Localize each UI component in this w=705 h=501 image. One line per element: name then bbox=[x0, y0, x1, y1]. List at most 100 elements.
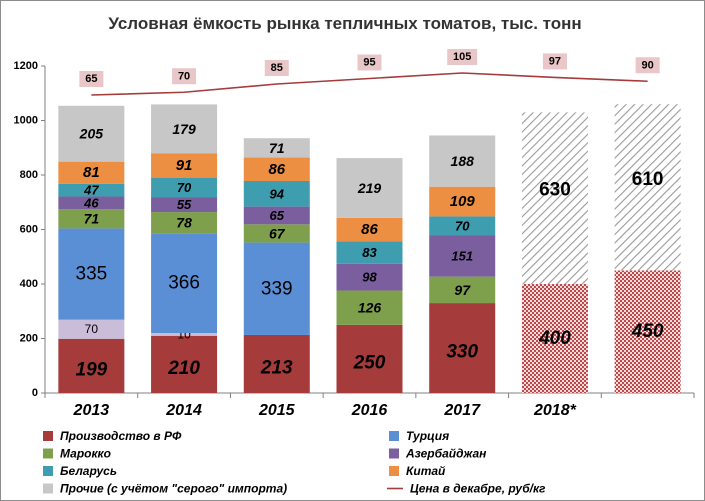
legend-label: Производство в РФ bbox=[60, 429, 182, 443]
bar-segment-ma bbox=[243, 224, 310, 243]
forecast-segment-other bbox=[614, 104, 681, 271]
data-label: 81 bbox=[83, 164, 100, 181]
price-label-box bbox=[357, 54, 382, 71]
y-tick-label: 600 bbox=[20, 224, 38, 236]
data-label: 219 bbox=[357, 180, 382, 196]
data-label: 199 bbox=[76, 359, 108, 380]
x-tick-label: 2017 bbox=[443, 402, 481, 419]
axes: 0 200 400 600 800 1000 1200 2013 2014 2015 2016 201… bbox=[14, 60, 695, 419]
bar-segment-by bbox=[58, 183, 125, 197]
y-tick-label: 800 bbox=[20, 169, 38, 181]
bar-segment-az bbox=[58, 196, 125, 210]
y-tick-label: 1000 bbox=[14, 115, 38, 127]
chart-title: Условная ёмкость рынка тепличных томатов… bbox=[108, 14, 581, 33]
y-tick-label: 200 bbox=[20, 333, 38, 345]
bar-segment-ot bbox=[336, 158, 403, 218]
legend-label: Беларусь bbox=[60, 464, 117, 478]
x-tick-label: 2014 bbox=[165, 402, 202, 419]
x-tick-label: 2018* bbox=[533, 402, 577, 419]
data-label: 46 bbox=[83, 195, 99, 210]
data-label: 70 bbox=[455, 218, 470, 233]
bar-segment-tr bbox=[58, 228, 125, 320]
bars: 1997033571464781205210103667855709117921… bbox=[58, 104, 681, 393]
bar-segment-by bbox=[336, 241, 403, 264]
y-tick-label: 1200 bbox=[14, 60, 38, 72]
bar-segment-ot bbox=[429, 135, 496, 187]
data-label: 450 bbox=[631, 321, 664, 342]
bar-segment-cn bbox=[243, 157, 310, 181]
data-label: 86 bbox=[268, 161, 285, 178]
legend-label: Прочие (с учётом "серого" импорта) bbox=[60, 482, 287, 496]
x-tick-label: 2013 bbox=[73, 402, 110, 419]
bar-segment-ma bbox=[151, 212, 218, 234]
price-label-box bbox=[635, 57, 660, 74]
data-label: 71 bbox=[84, 211, 100, 227]
bar-segment-rf bbox=[336, 324, 403, 393]
data-label: 83 bbox=[362, 245, 377, 260]
price-label-box bbox=[542, 53, 567, 70]
bar-segment-ot bbox=[151, 104, 218, 154]
data-label: 98 bbox=[362, 270, 377, 285]
bar-segment-az bbox=[151, 197, 218, 213]
bar-segment-cn bbox=[336, 217, 403, 242]
data-label: 210 bbox=[167, 358, 200, 379]
bar-segment-cn bbox=[429, 186, 496, 217]
forecast-segment-rf bbox=[521, 284, 588, 393]
data-label: 205 bbox=[79, 126, 104, 142]
data-label: 109 bbox=[450, 193, 476, 210]
legend-label: Турция bbox=[406, 429, 449, 443]
data-label: 47 bbox=[83, 183, 99, 198]
data-label: 188 bbox=[451, 153, 475, 169]
price-line-path bbox=[91, 72, 648, 96]
price-label-box bbox=[172, 68, 197, 85]
bar-segment-rf bbox=[58, 338, 125, 393]
y-tick-label: 400 bbox=[20, 278, 38, 290]
x-tick-label: 2016 bbox=[351, 402, 388, 419]
bar-segment-az bbox=[243, 206, 310, 225]
bar-segment-extra bbox=[151, 333, 218, 336]
y-tick-label: 0 bbox=[32, 387, 38, 399]
data-label: 78 bbox=[176, 215, 192, 231]
data-label: 250 bbox=[353, 352, 386, 373]
legend-label: Китай bbox=[406, 464, 446, 478]
legend-label: Азербайджан bbox=[405, 447, 487, 461]
data-label: 97 bbox=[454, 282, 471, 298]
data-label: 339 bbox=[261, 278, 293, 299]
price-label: 85 bbox=[271, 62, 283, 74]
bar-segment-by bbox=[243, 180, 310, 207]
price-label: 95 bbox=[363, 57, 375, 69]
data-label: 55 bbox=[177, 197, 192, 212]
forecast-segment-other bbox=[521, 112, 588, 284]
price-label: 70 bbox=[178, 70, 190, 82]
bar-segment-by bbox=[151, 177, 218, 198]
bar-segment-extra bbox=[58, 319, 125, 339]
data-label: 366 bbox=[168, 273, 200, 294]
legend-swatch bbox=[43, 431, 53, 441]
data-label: 70 bbox=[85, 322, 99, 336]
bar-segment-ot bbox=[58, 105, 125, 162]
forecast-segment-rf bbox=[614, 270, 681, 393]
bar-segment-rf bbox=[151, 335, 218, 393]
data-label: 67 bbox=[269, 225, 286, 241]
data-label: 213 bbox=[260, 357, 293, 378]
price-label-box bbox=[447, 49, 478, 65]
bar-segment-tr bbox=[151, 233, 218, 334]
price-label-box bbox=[264, 60, 289, 76]
data-label: 151 bbox=[451, 249, 473, 264]
data-label: 330 bbox=[446, 342, 478, 363]
legend-swatch bbox=[43, 466, 53, 476]
x-tick-label: 2015 bbox=[258, 402, 296, 419]
data-label: 126 bbox=[358, 300, 382, 316]
data-label: 94 bbox=[270, 186, 285, 201]
bar-segment-by bbox=[429, 216, 496, 236]
data-label: 400 bbox=[538, 328, 571, 349]
legend-swatch bbox=[389, 466, 399, 476]
price-line: 65 70 85 95 105 97 90 bbox=[79, 49, 660, 96]
legend: Производство в РФ Турция Марокко Азербайджа… bbox=[43, 429, 546, 496]
price-label: 97 bbox=[549, 55, 561, 67]
price-label-box bbox=[79, 71, 104, 87]
legend-label: Марокко bbox=[60, 447, 111, 461]
bar-segment-cn bbox=[58, 161, 125, 184]
bar-segment-az bbox=[336, 263, 403, 291]
